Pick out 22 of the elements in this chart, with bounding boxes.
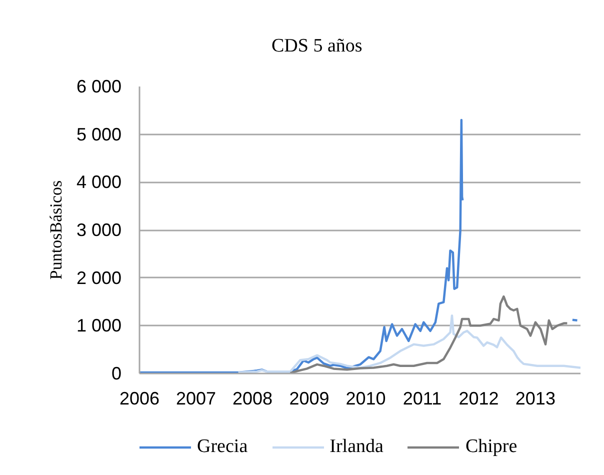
x-tick-label: 2008 <box>232 388 273 408</box>
legend-label: Irlanda <box>330 436 384 458</box>
y-tick-label: 5 000 <box>76 124 122 144</box>
y-tick-label: 4 000 <box>76 172 122 192</box>
line-series <box>289 295 568 374</box>
x-tick-label: 2007 <box>176 388 216 408</box>
x-tick-label: 2011 <box>402 388 442 408</box>
line-series <box>237 314 580 374</box>
chart-title: CDS 5 años <box>272 36 362 56</box>
x-tick-label: 2006 <box>119 388 160 408</box>
y-tick-label: 2 000 <box>76 268 122 288</box>
x-tick-label: 2009 <box>289 388 330 408</box>
x-tick-label: 2010 <box>346 388 386 408</box>
y-tick-label: 0 <box>111 364 122 384</box>
y-tick-label: 3 000 <box>76 220 122 240</box>
y-tick-label: 6 000 <box>76 76 122 96</box>
y-tick-label: 1 000 <box>76 316 122 336</box>
legend-label: Chipre <box>465 436 518 458</box>
x-tick-label: 2012 <box>458 388 499 408</box>
y-axis-title: PuntosBásicos <box>46 180 66 280</box>
legend-label: Grecia <box>197 436 248 458</box>
x-tick-label: 2013 <box>515 388 556 408</box>
